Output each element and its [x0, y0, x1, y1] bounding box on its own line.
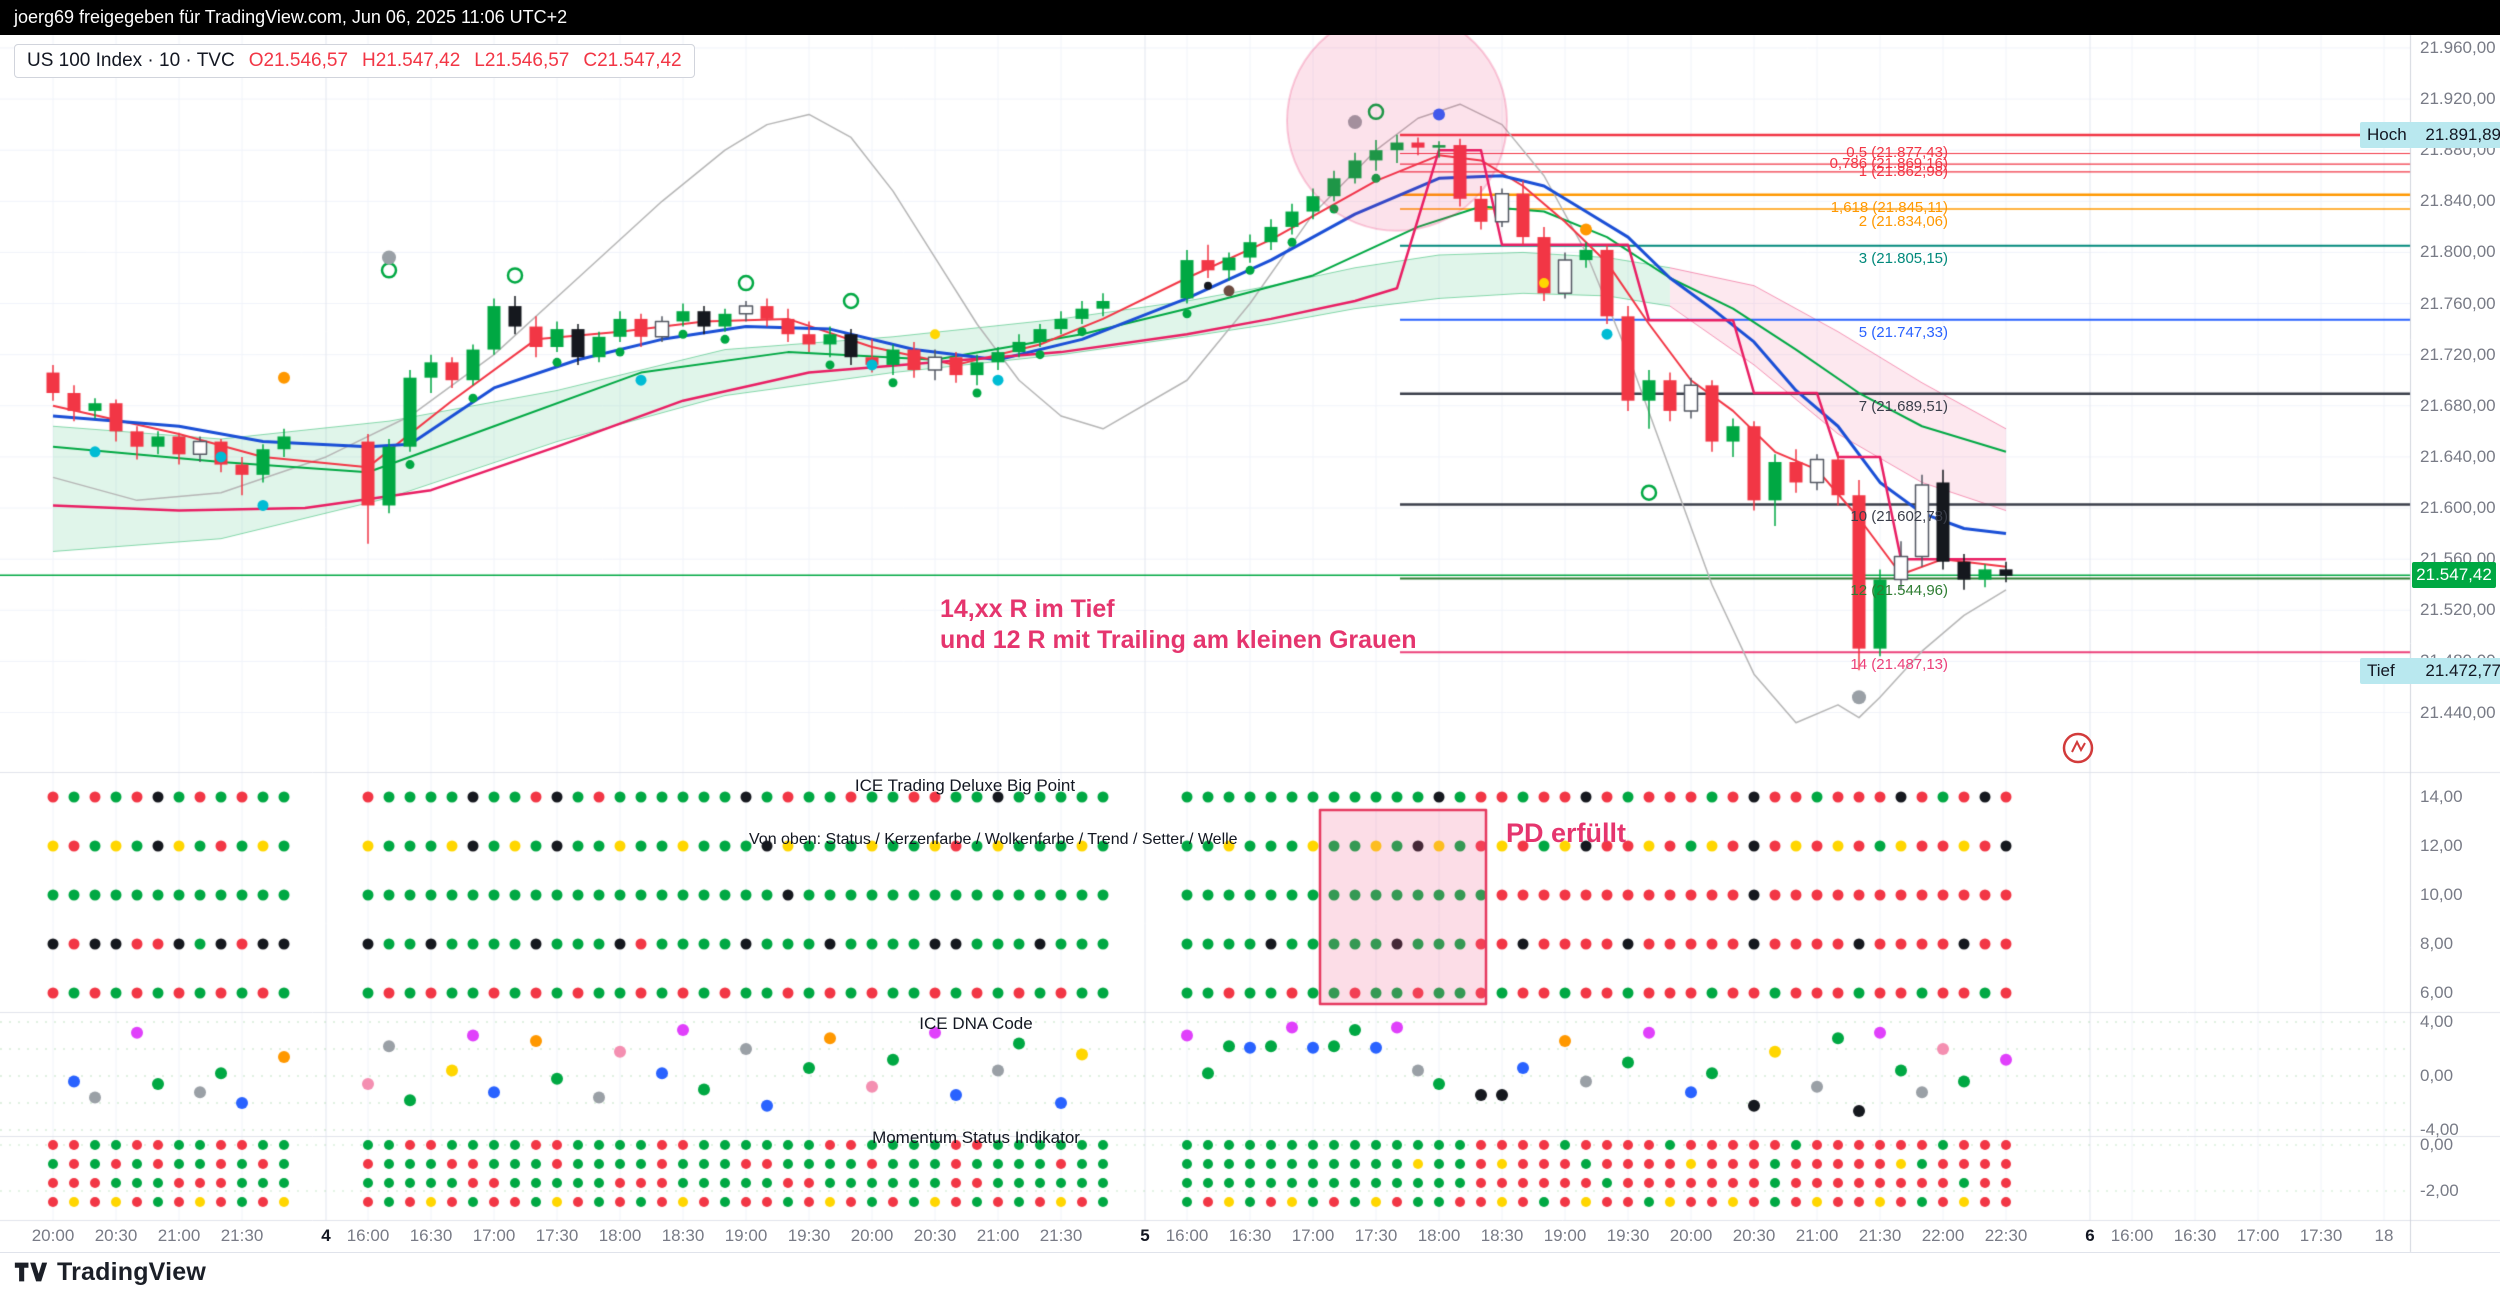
- red-circle-marker: [2062, 732, 2094, 764]
- tief-badge-value: 21.472,77: [2425, 661, 2500, 680]
- close-value: C21.547,42: [583, 50, 682, 71]
- last-price-value: 21.547,42: [2416, 565, 2492, 584]
- last-price-badge: 21.547,42: [2412, 562, 2496, 588]
- pd-erfuellt-label: PD erfüllt: [1506, 818, 1627, 848]
- hoch-badge-value: 21.891,89: [2425, 125, 2500, 144]
- momentum-panel-title: Momentum Status Indikator: [872, 1128, 1080, 1147]
- share-banner-text: joerg69 freigegeben für TradingView.com,…: [14, 7, 568, 27]
- symbol-legend[interactable]: US 100 Index · 10 · TVC O21.546,57 H21.5…: [14, 44, 695, 78]
- risk-annotation: 14,xx R im Tief und 12 R mit Trailing am…: [940, 594, 1417, 656]
- open-value: O21.546,57: [248, 50, 349, 71]
- hoch-badge: Hoch 21.891,89: [2360, 122, 2500, 148]
- low-value: L21.546,57: [474, 50, 570, 71]
- risk-annotation-line1: 14,xx R im Tief: [940, 595, 1115, 623]
- tief-badge-label: Tief: [2367, 661, 2395, 680]
- tief-badge: Tief 21.472,77: [2360, 658, 2500, 684]
- footer-bar: TradingView: [0, 1252, 2500, 1291]
- hoch-badge-label: Hoch: [2367, 125, 2407, 144]
- symbol-title: US 100 Index · 10 · TVC: [27, 50, 235, 71]
- dna-panel-title: ICE DNA Code: [919, 1014, 1033, 1033]
- share-banner: joerg69 freigegeben für TradingView.com,…: [0, 0, 2500, 35]
- big-point-row-note: Von oben: Status / Kerzenfarbe / Wolkenf…: [749, 831, 1238, 848]
- risk-annotation-line2: und 12 R mit Trailing am kleinen Grauen: [940, 626, 1417, 654]
- big-point-panel-title: ICE Trading Deluxe Big Point: [854, 776, 1076, 795]
- brand-name[interactable]: TradingView: [57, 1257, 207, 1286]
- tradingview-logo: [14, 1262, 48, 1282]
- high-value: H21.547,42: [362, 50, 461, 71]
